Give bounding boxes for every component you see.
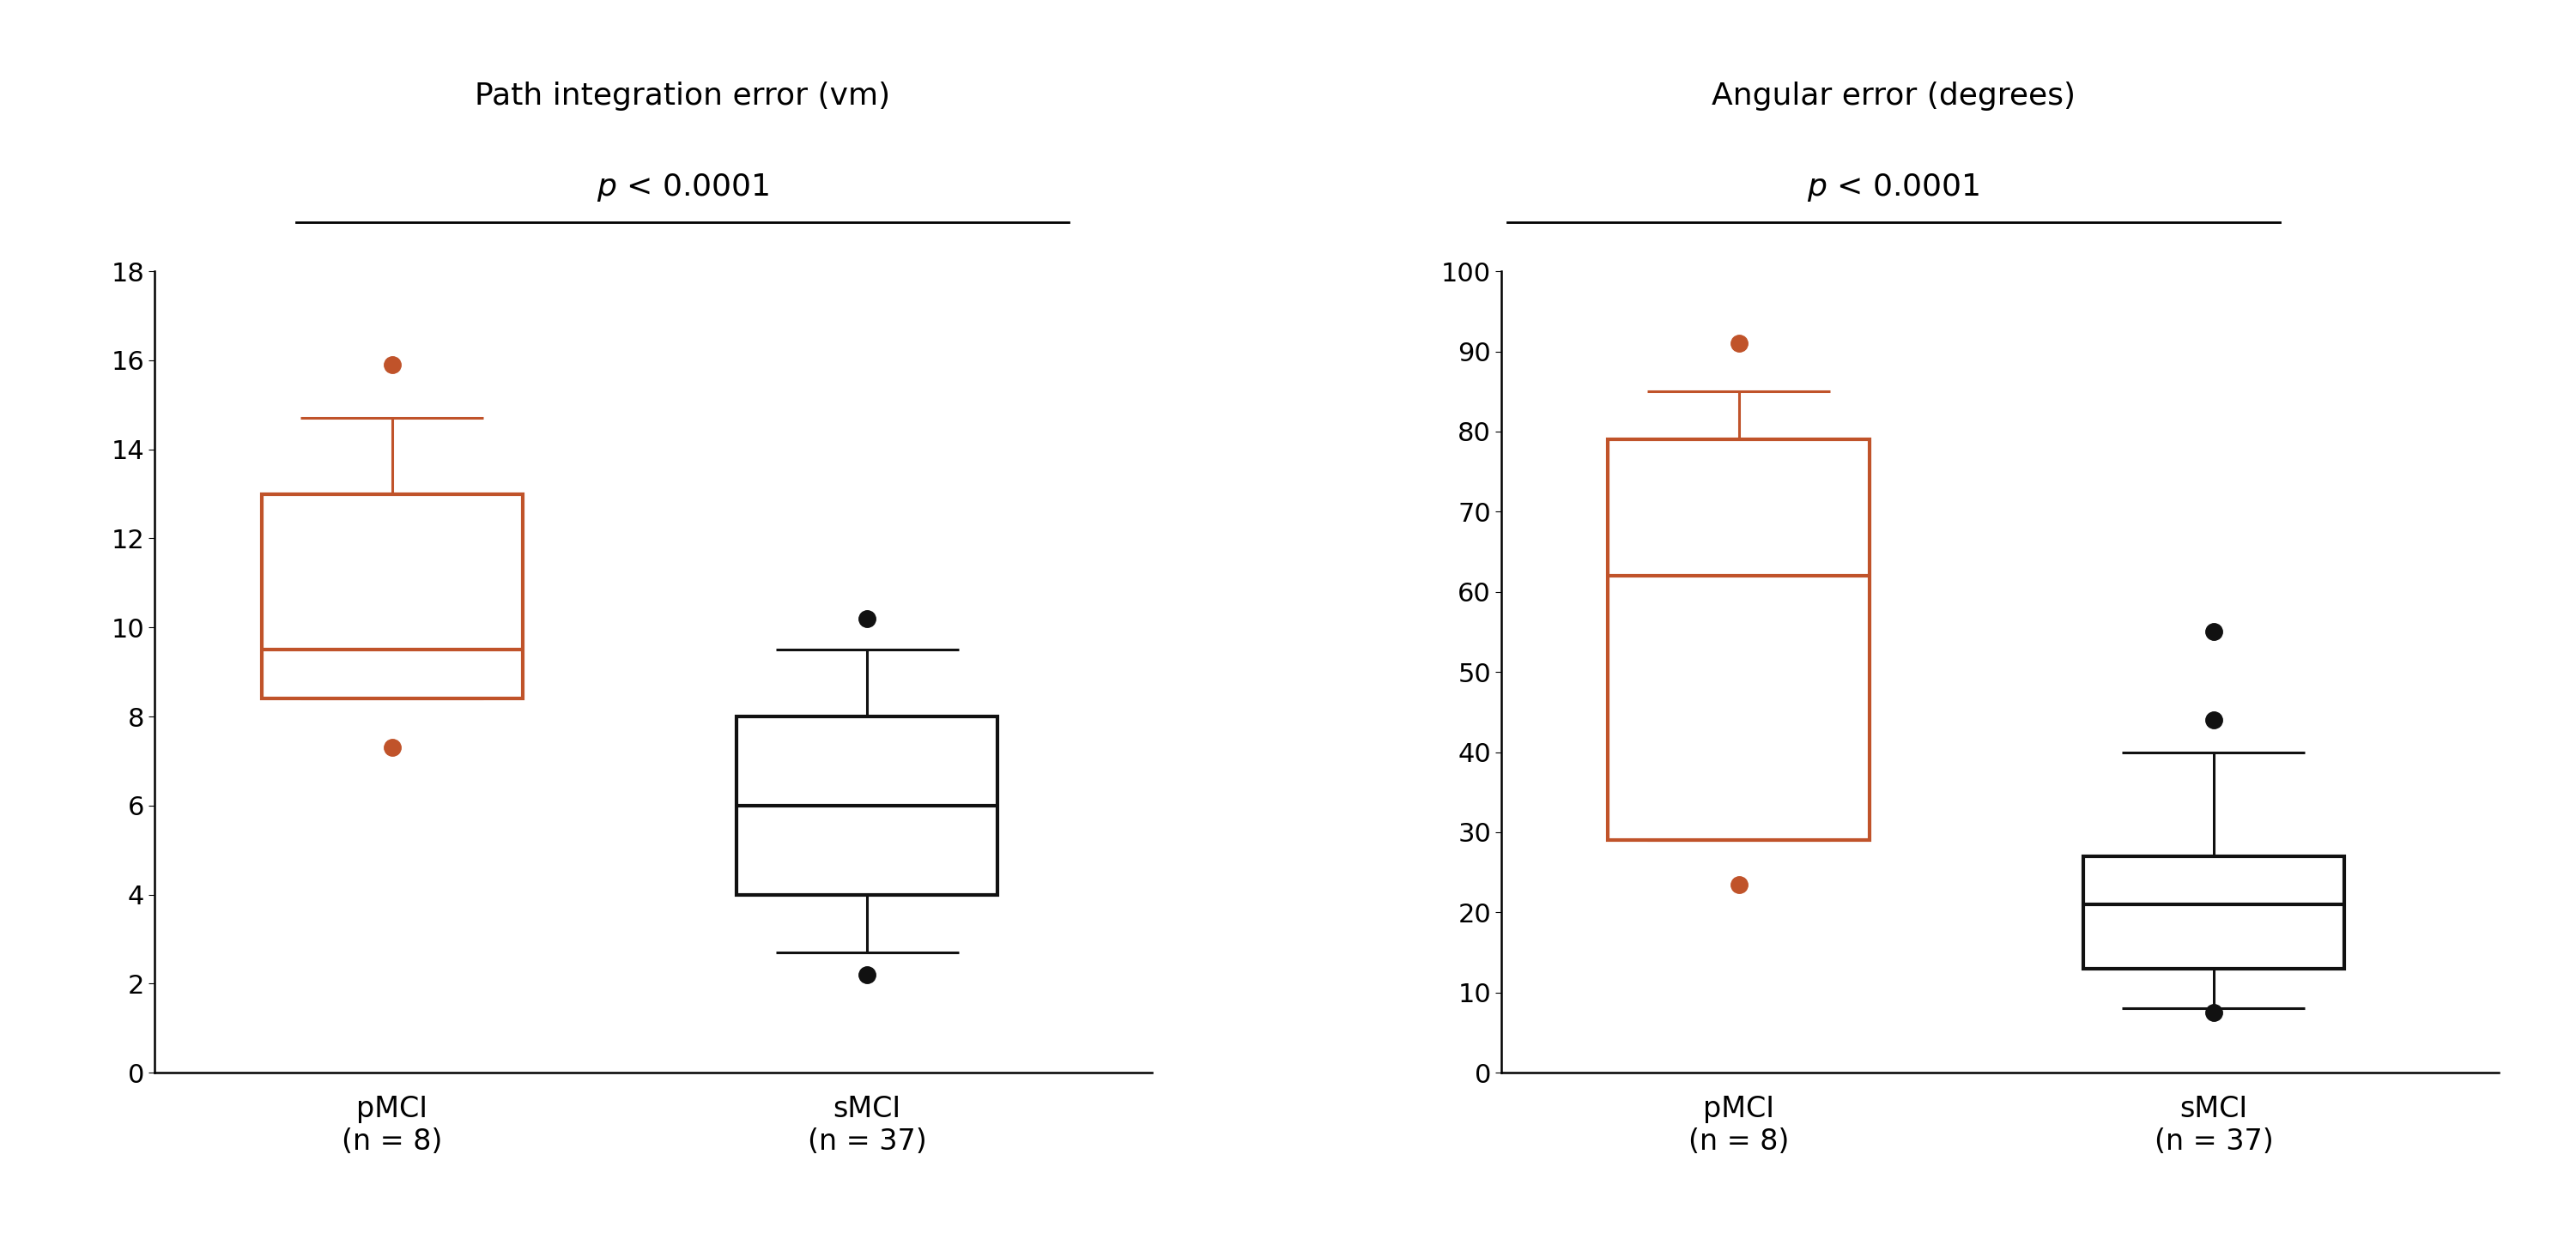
Bar (737, 716, 997, 895)
Text: $\it{p}$ < 0.0001: $\it{p}$ < 0.0001 (1806, 171, 1981, 203)
Bar (2084, 856, 2344, 969)
Text: Path integration error (vm): Path integration error (vm) (474, 81, 891, 111)
Bar (1607, 439, 1870, 841)
Bar (260, 494, 523, 699)
Text: Angular error (degrees): Angular error (degrees) (1710, 81, 2076, 111)
Text: $\it{p}$ < 0.0001: $\it{p}$ < 0.0001 (595, 171, 770, 203)
